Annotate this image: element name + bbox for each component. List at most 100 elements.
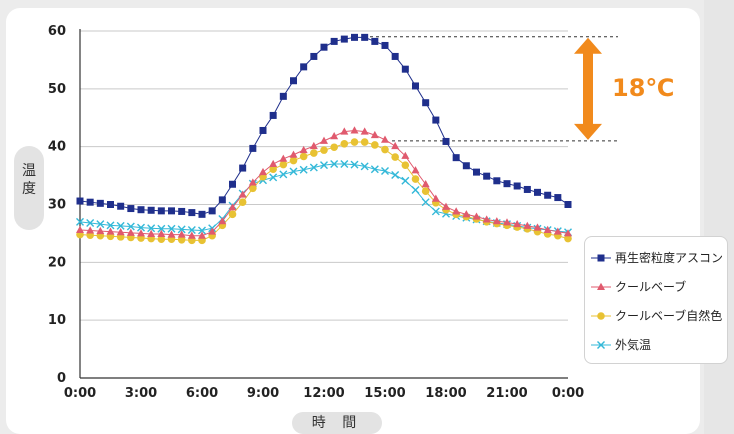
- axes: [79, 29, 568, 379]
- data-point: [137, 206, 145, 214]
- data-point: [279, 154, 288, 162]
- legend-label-1: クールベーブ: [615, 280, 687, 294]
- data-point: [147, 224, 156, 233]
- legend-label-3: 外気温: [615, 338, 652, 352]
- data-point: [452, 154, 460, 162]
- data-point: [187, 231, 196, 239]
- data-point: [503, 218, 511, 226]
- x-tick-label: 3:00: [125, 386, 157, 401]
- series: [76, 33, 572, 245]
- legend-label-0: 再生密粒度アスコン: [615, 251, 724, 265]
- data-point: [564, 234, 572, 243]
- data-point: [106, 227, 115, 235]
- data-point: [76, 225, 84, 233]
- data-point: [473, 168, 480, 176]
- legend-item: 再生密粒度アスコン: [591, 243, 724, 272]
- data-point: [107, 201, 114, 208]
- legend-label-2: クールベーブ自然色: [615, 309, 723, 323]
- data-point: [117, 202, 125, 210]
- data-point: [106, 221, 115, 230]
- data-point: [147, 206, 155, 214]
- reference-lines: [370, 36, 618, 142]
- data-point: [554, 194, 562, 202]
- data-point: [300, 63, 308, 71]
- data-point: [177, 225, 186, 234]
- data-point: [442, 137, 450, 145]
- legend-marker: [597, 282, 605, 290]
- data-point: [350, 126, 359, 134]
- data-point: [371, 37, 379, 45]
- data-point: [198, 226, 206, 235]
- data-point: [269, 173, 278, 182]
- y-axis-label: 温度: [14, 146, 44, 230]
- data-point: [513, 182, 521, 190]
- data-point: [330, 143, 338, 152]
- data-point: [381, 41, 389, 49]
- data-point: [401, 151, 410, 159]
- double-arrow: [574, 37, 602, 140]
- y-tick-label: 60: [48, 24, 66, 39]
- data-point: [553, 227, 562, 235]
- data-point: [126, 222, 135, 231]
- data-point: [188, 209, 196, 217]
- data-point: [229, 180, 236, 188]
- data-point: [360, 127, 369, 135]
- data-point: [483, 172, 491, 180]
- y-tick-label: 20: [48, 255, 66, 270]
- tick-labels: 0 10 20 30 40 50 60 0:00 3:00 6:00 9:00 12:00 15:00 1…: [48, 24, 584, 401]
- data-point: [309, 163, 318, 172]
- data-point: [208, 227, 217, 235]
- data-point: [127, 205, 135, 213]
- data-point: [137, 223, 145, 232]
- y-tick-label: 10: [48, 313, 66, 328]
- data-point: [391, 141, 400, 150]
- data-point: [309, 141, 318, 150]
- legend-swatch-3: [591, 340, 611, 349]
- y-tick-label: 40: [48, 140, 66, 155]
- data-point: [503, 180, 511, 188]
- data-point: [422, 99, 430, 107]
- data-point: [381, 145, 389, 154]
- data-point: [86, 198, 94, 206]
- data-point: [533, 223, 542, 231]
- data-point: [269, 159, 278, 168]
- data-point: [411, 175, 420, 183]
- data-point: [198, 210, 206, 218]
- data-point: [370, 130, 379, 139]
- data-point: [340, 160, 349, 169]
- data-point: [259, 126, 267, 134]
- data-point: [431, 194, 440, 202]
- data-point: [442, 202, 450, 210]
- data-point: [391, 171, 400, 179]
- legend-marker: [597, 340, 605, 349]
- x-tick-label: 9:00: [247, 386, 279, 401]
- legend-item: クールベーブ自然色: [591, 301, 723, 330]
- x-axis-label: 時 間: [292, 412, 382, 434]
- data-point: [330, 132, 339, 140]
- data-point: [126, 228, 135, 236]
- data-point: [523, 185, 531, 193]
- data-point: [513, 219, 522, 228]
- data-point: [289, 167, 298, 176]
- legend-swatch-1: [591, 282, 611, 290]
- x-tick-label: 18:00: [425, 386, 466, 401]
- legend-swatch-2: [591, 311, 611, 320]
- data-point: [543, 225, 552, 233]
- series-1: [76, 126, 572, 239]
- data-point: [299, 152, 308, 161]
- data-point: [431, 207, 440, 216]
- data-point: [340, 139, 349, 148]
- data-point: [351, 33, 358, 41]
- difference-arrow: [574, 37, 602, 140]
- x-tick-label: 0:00: [64, 386, 96, 401]
- data-point: [360, 162, 369, 171]
- y-tick-label: 30: [48, 198, 66, 213]
- data-point: [279, 92, 287, 100]
- data-point: [96, 226, 105, 235]
- data-point: [116, 221, 125, 230]
- data-point: [310, 149, 318, 157]
- data-point: [523, 221, 532, 229]
- data-point: [411, 166, 420, 174]
- data-point: [370, 165, 379, 174]
